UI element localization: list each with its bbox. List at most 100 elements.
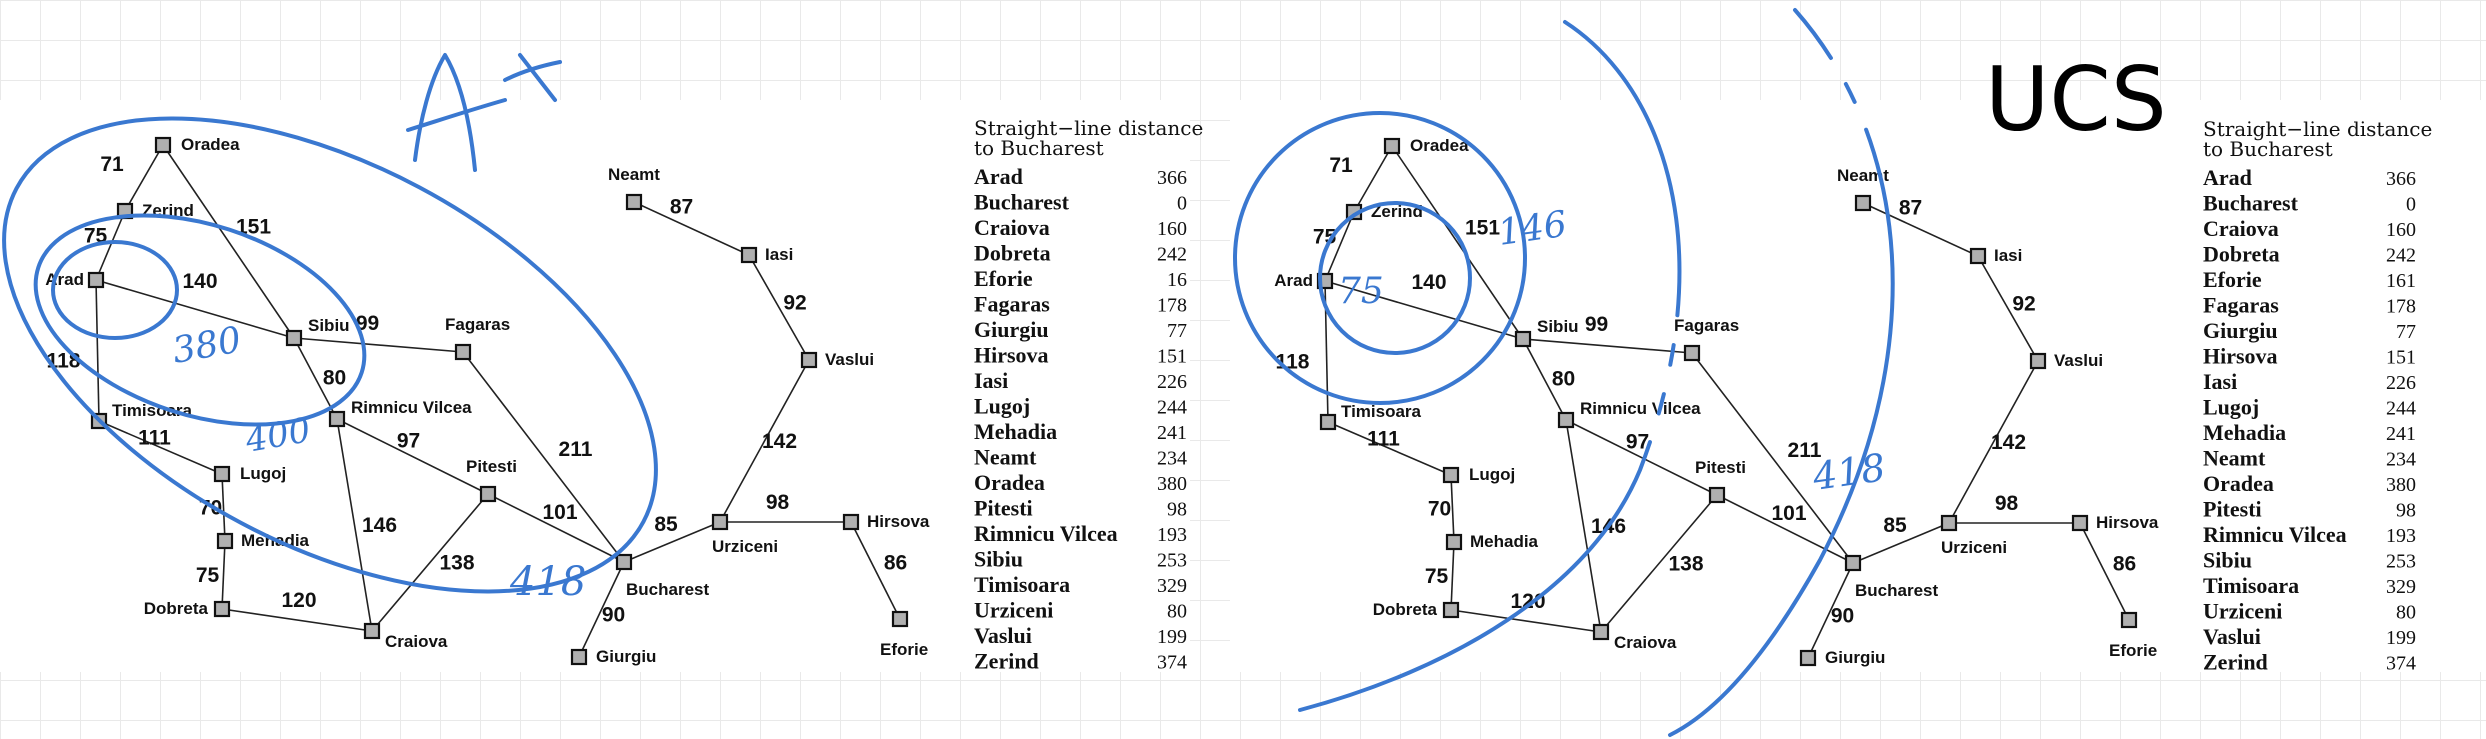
contour-418 <box>2 116 658 594</box>
city-label-timisoara: Timisoara <box>1341 402 1422 421</box>
road-timisoara-lugoj <box>98 420 223 475</box>
road-pitesti-bucharest <box>487 493 625 563</box>
road-zerind-arad <box>1324 211 1355 282</box>
city-label-pitesti: Pitesti <box>466 457 517 476</box>
road-dobreta-craiova <box>221 608 373 632</box>
city-node-giurgiu <box>1799 649 1817 667</box>
table-row-value: 234 <box>2386 449 2416 471</box>
distance-label: 85 <box>654 513 678 536</box>
city-node-lugoj <box>213 465 231 483</box>
table-row-value: 0 <box>2406 194 2416 216</box>
road-zerind-arad <box>95 210 126 281</box>
road-bucharest-giurgiu <box>578 561 625 658</box>
distance-label: 80 <box>1552 368 1575 391</box>
city-node-urziceni <box>711 513 729 531</box>
road-urziceni-vaslui <box>719 359 810 523</box>
table-row-value: 161 <box>2386 270 2416 292</box>
road-craiova-pitesti <box>371 493 489 632</box>
city-label-fagaras: Fagaras <box>1674 316 1739 335</box>
city-label-craiova: Craiova <box>385 632 448 651</box>
city-label-oradea: Oradea <box>1410 136 1469 155</box>
table-row-name: Giurgiu <box>974 317 1049 342</box>
city-node-eforie <box>2120 611 2138 629</box>
city-label-rimnicu-vilcea: Rimnicu Vilcea <box>1580 399 1701 418</box>
table-row-name: Zerind <box>974 649 1039 674</box>
road-dobreta-craiova <box>1450 609 1602 633</box>
city-label-vaslui: Vaslui <box>825 350 874 369</box>
road-mehadia-dobreta <box>1450 541 1455 611</box>
distance-label: 87 <box>1899 197 1922 220</box>
contour-75 <box>1318 201 1472 355</box>
table-row-value: 199 <box>2386 627 2416 649</box>
distance-label: 99 <box>1585 313 1608 336</box>
city-node-arad <box>87 271 105 289</box>
city-label-bucharest: Bucharest <box>1855 581 1938 600</box>
city-node-oradea <box>1383 137 1401 155</box>
city-label-oradea: Oradea <box>181 135 240 154</box>
table-row-name: Eforie <box>2203 267 2262 292</box>
city-node-giurgiu <box>570 648 588 666</box>
table-row-value: 77 <box>1167 320 1187 342</box>
distance-label: 140 <box>1411 271 1446 294</box>
city-node-neamt <box>1854 194 1872 212</box>
city-label-neamt: Neamt <box>1837 166 1889 185</box>
city-label-eforie: Eforie <box>880 640 928 659</box>
table-row-value: 80 <box>1167 601 1187 623</box>
city-label-lugoj: Lugoj <box>1469 465 1515 484</box>
contour-arad <box>51 240 179 340</box>
table-row-value: 242 <box>1157 244 1187 266</box>
distance-label: 97 <box>397 430 420 453</box>
label-418-right: 418 <box>1809 445 1888 499</box>
city-node-vaslui <box>2029 352 2047 370</box>
table-heading-line1: Straight−line distance <box>974 116 1203 140</box>
city-label-eforie: Eforie <box>2109 641 2157 660</box>
table-row-value: 226 <box>1157 371 1187 393</box>
distance-label: 87 <box>670 196 693 219</box>
table-row-value: 374 <box>2386 653 2416 675</box>
table-row-value: 234 <box>1157 448 1187 470</box>
city-label-hirsova: Hirsova <box>2096 513 2159 532</box>
distance-label: 71 <box>1329 154 1353 177</box>
road-rimnicu-vilcea-craiova <box>336 418 373 632</box>
road-sibiu-fagaras <box>1522 338 1693 354</box>
table-row-value: 98 <box>2396 500 2416 522</box>
distance-label: 138 <box>439 552 474 575</box>
distance-label: 120 <box>1510 590 1545 613</box>
distance-label: 70 <box>1428 498 1451 521</box>
city-node-sibiu <box>1514 330 1532 348</box>
table-row-name: Sibiu <box>974 547 1023 572</box>
city-node-bucharest <box>1844 554 1862 572</box>
table-row-name: Eforie <box>974 266 1033 291</box>
city-node-rimnicu-vilcea <box>1557 411 1575 429</box>
city-label-rimnicu-vilcea: Rimnicu Vilcea <box>351 398 472 417</box>
distance-label: 71 <box>100 153 124 176</box>
table-row-value: 380 <box>1157 473 1187 495</box>
city-label-dobreta: Dobreta <box>144 599 209 618</box>
table-row-name: Timisoara <box>2203 573 2299 598</box>
road-sibiu-rimnicu-vilcea <box>1522 338 1567 421</box>
table-row-name: Fagaras <box>974 292 1050 317</box>
table-row-value: 241 <box>2386 423 2416 445</box>
distance-label: 75 <box>1425 565 1449 588</box>
road-vaslui-iasi <box>748 254 810 361</box>
table-row-value: 242 <box>2386 245 2416 267</box>
road-bucharest-urziceni <box>1852 522 1950 564</box>
city-label-giurgiu: Giurgiu <box>1825 648 1885 667</box>
city-node-iasi <box>740 246 758 264</box>
city-node-pitesti <box>1708 486 1726 504</box>
table-row-value: 178 <box>1157 295 1187 317</box>
road-timisoara-lugoj <box>1327 421 1452 476</box>
table-row-name: Arad <box>2203 165 2252 190</box>
distance-label: 142 <box>1991 431 2026 454</box>
city-label-iasi: Iasi <box>765 245 793 264</box>
road-bucharest-giurgiu <box>1807 562 1854 659</box>
city-label-neamt: Neamt <box>608 165 660 184</box>
table-row-name: Mehadia <box>974 419 1057 444</box>
table-row-value: 244 <box>1157 397 1187 419</box>
road-oradea-sibiu <box>162 144 295 339</box>
road-lugoj-mehadia <box>221 473 226 542</box>
table-row-name: Craiova <box>2203 216 2279 241</box>
city-label-arad: Arad <box>1274 271 1313 290</box>
table-row-value: 380 <box>2386 474 2416 496</box>
city-node-craiova <box>363 622 381 640</box>
